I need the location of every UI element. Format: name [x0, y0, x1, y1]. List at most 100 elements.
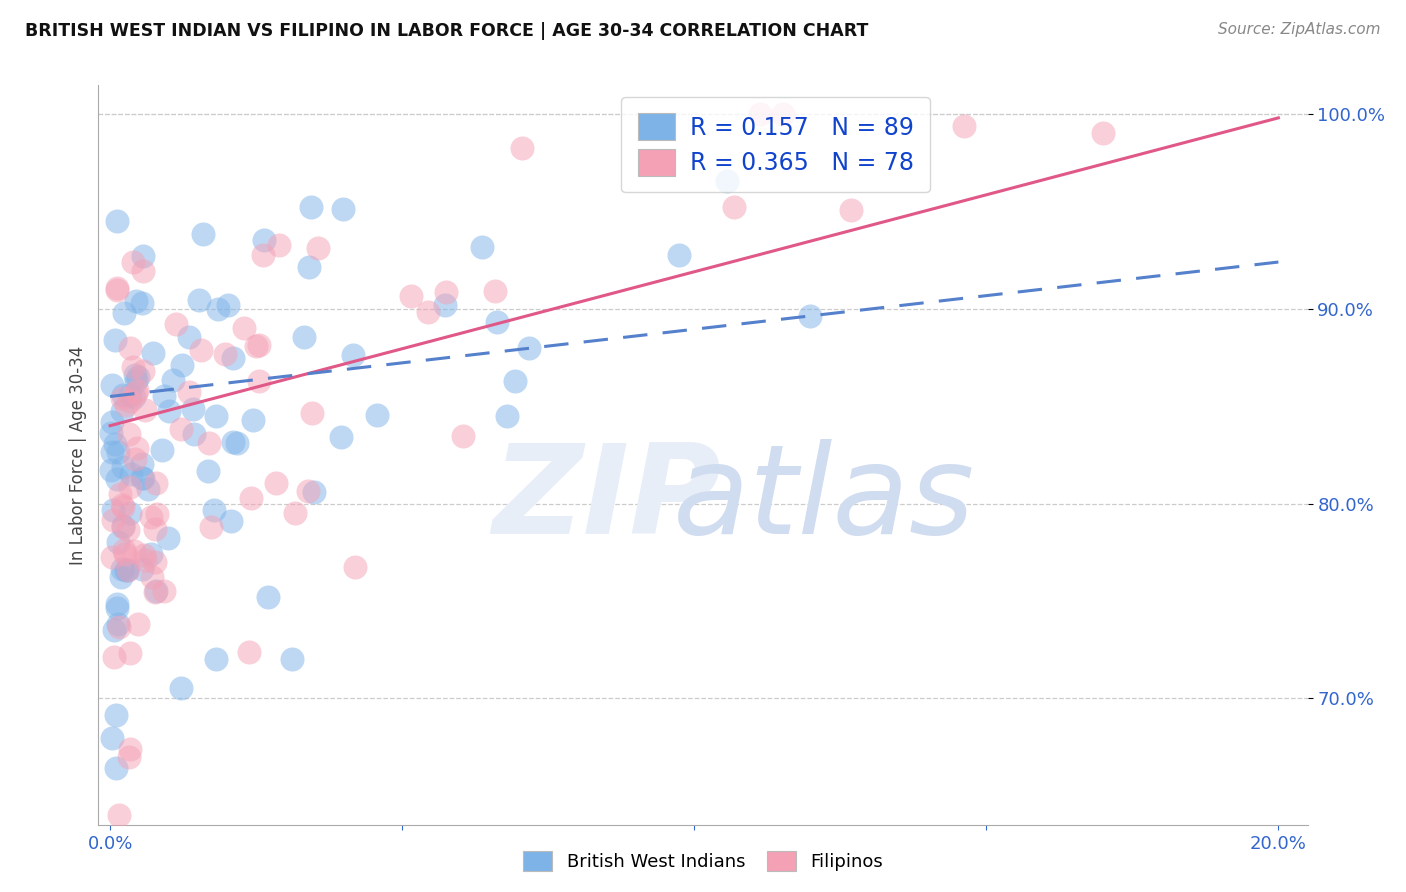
- Text: ZIP: ZIP: [492, 439, 721, 560]
- Point: [112, 306, 135, 320]
- Point: [219, 514, 242, 528]
- Point: [143, 522, 166, 536]
- Point: [307, 241, 329, 255]
- Point: [252, 233, 274, 247]
- Point: [105, 601, 128, 615]
- Point: [668, 247, 690, 261]
- Point: [103, 650, 125, 665]
- Point: [484, 284, 506, 298]
- Point: [108, 620, 131, 634]
- Point: [134, 553, 156, 567]
- Point: [124, 368, 146, 382]
- Point: [169, 681, 191, 695]
- Point: [332, 202, 354, 216]
- Point: [125, 441, 148, 455]
- Point: [118, 480, 141, 494]
- Point: [953, 119, 976, 133]
- Point: [115, 398, 138, 412]
- Point: [111, 403, 134, 417]
- Point: [111, 519, 134, 533]
- Point: [183, 426, 205, 441]
- Point: [153, 389, 176, 403]
- Point: [284, 506, 307, 520]
- Point: [141, 570, 163, 584]
- Point: [503, 374, 526, 388]
- Point: [120, 341, 142, 355]
- Point: [118, 507, 141, 521]
- Point: [132, 363, 155, 377]
- Point: [131, 562, 153, 576]
- Point: [225, 436, 247, 450]
- Y-axis label: In Labor Force | Age 30-34: In Labor Force | Age 30-34: [69, 345, 87, 565]
- Point: [115, 563, 138, 577]
- Point: [188, 293, 211, 308]
- Point: [112, 500, 135, 515]
- Point: [839, 203, 862, 218]
- Point: [453, 429, 475, 443]
- Point: [107, 445, 129, 459]
- Point: [298, 260, 321, 275]
- Point: [723, 200, 745, 214]
- Point: [232, 320, 254, 334]
- Point: [112, 460, 135, 475]
- Point: [118, 394, 141, 409]
- Point: [366, 408, 388, 422]
- Point: [124, 451, 146, 466]
- Point: [105, 283, 128, 297]
- Point: [122, 255, 145, 269]
- Legend: R = 0.157   N = 89, R = 0.365   N = 78: R = 0.157 N = 89, R = 0.365 N = 78: [621, 96, 929, 193]
- Point: [252, 247, 274, 261]
- Point: [434, 285, 457, 299]
- Point: [142, 345, 165, 359]
- Point: [156, 531, 179, 545]
- Point: [267, 238, 290, 252]
- Point: [105, 281, 128, 295]
- Point: [292, 330, 315, 344]
- Point: [122, 390, 145, 404]
- Point: [122, 544, 145, 558]
- Point: [100, 425, 122, 440]
- Point: [145, 584, 167, 599]
- Point: [114, 547, 136, 561]
- Text: BRITISH WEST INDIAN VS FILIPINO IN LABOR FORCE | AGE 30-34 CORRELATION CHART: BRITISH WEST INDIAN VS FILIPINO IN LABOR…: [25, 22, 869, 40]
- Point: [399, 288, 422, 302]
- Point: [101, 549, 124, 564]
- Point: [416, 305, 439, 319]
- Point: [242, 413, 264, 427]
- Point: [125, 385, 148, 400]
- Point: [122, 360, 145, 375]
- Point: [131, 457, 153, 471]
- Point: [190, 343, 212, 357]
- Point: [132, 249, 155, 263]
- Point: [170, 359, 193, 373]
- Point: [264, 475, 287, 490]
- Point: [105, 213, 128, 227]
- Point: [1092, 127, 1115, 141]
- Point: [221, 351, 243, 365]
- Point: [104, 334, 127, 348]
- Point: [104, 436, 127, 450]
- Point: [143, 584, 166, 599]
- Point: [118, 646, 141, 660]
- Point: [169, 422, 191, 436]
- Point: [127, 370, 149, 384]
- Point: [177, 330, 200, 344]
- Point: [103, 623, 125, 637]
- Point: [100, 444, 122, 458]
- Point: [105, 708, 128, 723]
- Point: [471, 240, 494, 254]
- Point: [222, 435, 245, 450]
- Point: [344, 560, 367, 574]
- Point: [108, 808, 131, 822]
- Point: [136, 482, 159, 496]
- Point: [145, 475, 167, 490]
- Point: [716, 173, 738, 187]
- Point: [207, 301, 229, 316]
- Point: [239, 491, 262, 506]
- Point: [131, 471, 153, 485]
- Point: [125, 383, 148, 397]
- Point: [105, 597, 128, 611]
- Point: [153, 583, 176, 598]
- Point: [131, 296, 153, 310]
- Point: [204, 652, 226, 666]
